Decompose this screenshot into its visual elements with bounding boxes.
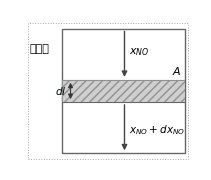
Text: $dl$: $dl$	[55, 85, 66, 97]
Text: $x_{NO}$: $x_{NO}$	[129, 46, 150, 58]
Bar	[62, 28, 185, 153]
Text: $x_{NO}+dx_{NO}$: $x_{NO}+dx_{NO}$	[129, 123, 185, 137]
Bar	[62, 80, 185, 102]
Bar	[62, 80, 185, 102]
Text: A: A	[172, 67, 180, 77]
Text: 反应器: 反应器	[30, 44, 50, 54]
